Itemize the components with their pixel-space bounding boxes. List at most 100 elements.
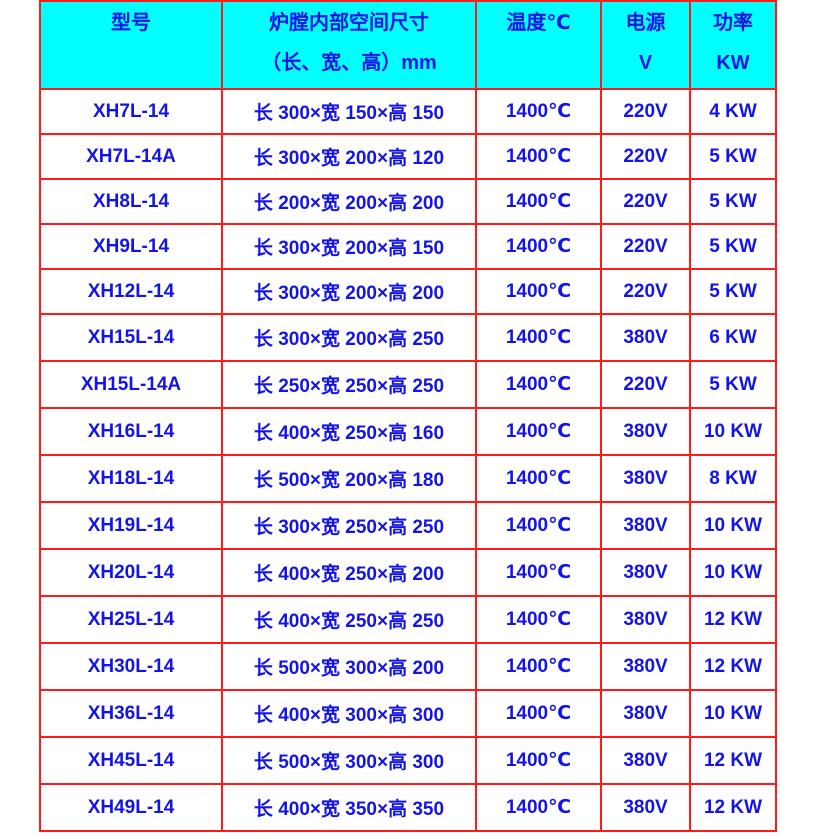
table-row: XH30L-14 长 500×宽 300×高 200 1400℃ 380V 12 KW: [39, 642, 777, 691]
power-cell: 12 KW: [689, 642, 777, 691]
power-cell: 6 KW: [689, 313, 777, 362]
dimensions-cell: 长 400×宽 250×高 250: [221, 595, 477, 644]
voltage-cell: 220V: [600, 88, 691, 135]
model-cell: XH25L-14: [39, 595, 223, 644]
model-cell: XH15L-14A: [39, 360, 223, 409]
power-cell: 5 KW: [689, 133, 777, 180]
dimensions-cell: 长 400×宽 350×高 350: [221, 783, 477, 832]
voltage-cell: 380V: [600, 595, 691, 644]
model-cell: XH9L-14: [39, 223, 223, 270]
voltage-cell: 220V: [600, 178, 691, 225]
voltage-cell: 220V: [600, 268, 691, 315]
model-cell: XH12L-14: [39, 268, 223, 315]
power-cell: 4 KW: [689, 88, 777, 135]
header-model: 型号: [39, 0, 223, 90]
table-row: XH12L-14 长 300×宽 200×高 200 1400℃ 220V 5 KW: [39, 268, 777, 315]
header-chamber: 炉膛内部空间尺寸 （长、宽、高）mm: [221, 0, 477, 90]
voltage-cell: 380V: [600, 454, 691, 503]
temperature-cell: 1400℃: [475, 689, 602, 738]
dimensions-cell: 长 300×宽 150×高 150: [221, 88, 477, 135]
header-power-line1: 功率: [713, 12, 753, 34]
model-cell: XH7L-14A: [39, 133, 223, 180]
model-cell: XH20L-14: [39, 548, 223, 597]
temperature-cell: 1400℃: [475, 178, 602, 225]
voltage-cell: 380V: [600, 689, 691, 738]
table-row: XH8L-14 长 200×宽 200×高 200 1400℃ 220V 5 KW: [39, 178, 777, 225]
model-cell: XH36L-14: [39, 689, 223, 738]
voltage-cell: 380V: [600, 548, 691, 597]
table-row: XH45L-14 长 500×宽 300×高 300 1400℃ 380V 12 KW: [39, 736, 777, 785]
dimensions-cell: 长 300×宽 200×高 200: [221, 268, 477, 315]
temperature-cell: 1400℃: [475, 88, 602, 135]
power-cell: 5 KW: [689, 178, 777, 225]
voltage-cell: 380V: [600, 736, 691, 785]
temperature-cell: 1400℃: [475, 642, 602, 691]
temperature-cell: 1400℃: [475, 736, 602, 785]
model-cell: XH19L-14: [39, 501, 223, 550]
power-cell: 12 KW: [689, 595, 777, 644]
header-model-label: 型号: [111, 12, 151, 34]
voltage-cell: 220V: [600, 360, 691, 409]
voltage-cell: 220V: [600, 223, 691, 270]
temperature-cell: 1400℃: [475, 407, 602, 456]
table-row: XH15L-14 长 300×宽 200×高 250 1400℃ 380V 6 KW: [39, 313, 777, 362]
dimensions-cell: 长 300×宽 250×高 250: [221, 501, 477, 550]
temperature-cell: 1400℃: [475, 783, 602, 832]
spec-table: 型号 炉膛内部空间尺寸 （长、宽、高）mm 温度℃ 电源 V 功率 KW XH7L-1…: [39, 0, 777, 832]
table-row: XH19L-14 长 300×宽 250×高 250 1400℃ 380V 10 KW: [39, 501, 777, 550]
header-temperature-label: 温度℃: [506, 12, 571, 34]
model-cell: XH7L-14: [39, 88, 223, 135]
header-chamber-line2: （长、宽、高）mm: [261, 52, 437, 74]
temperature-cell: 1400℃: [475, 454, 602, 503]
header-temperature: 温度℃: [475, 0, 602, 90]
voltage-cell: 380V: [600, 642, 691, 691]
voltage-cell: 220V: [600, 133, 691, 180]
dimensions-cell: 长 500×宽 300×高 200: [221, 642, 477, 691]
table-row: XH36L-14 长 400×宽 300×高 300 1400℃ 380V 10 KW: [39, 689, 777, 738]
power-cell: 8 KW: [689, 454, 777, 503]
model-cell: XH18L-14: [39, 454, 223, 503]
table-row: XH15L-14A 长 250×宽 250×高 250 1400℃ 220V 5 KW: [39, 360, 777, 409]
power-cell: 12 KW: [689, 783, 777, 832]
model-cell: XH49L-14: [39, 783, 223, 832]
table-row: XH16L-14 长 400×宽 250×高 160 1400℃ 380V 10 KW: [39, 407, 777, 456]
voltage-cell: 380V: [600, 783, 691, 832]
dimensions-cell: 长 300×宽 200×高 150: [221, 223, 477, 270]
model-cell: XH15L-14: [39, 313, 223, 362]
dimensions-cell: 长 500×宽 200×高 180: [221, 454, 477, 503]
power-cell: 5 KW: [689, 360, 777, 409]
table-row: XH7L-14 长 300×宽 150×高 150 1400℃ 220V 4 KW: [39, 88, 777, 135]
header-power-line2: KW: [716, 52, 750, 74]
temperature-cell: 1400℃: [475, 268, 602, 315]
temperature-cell: 1400℃: [475, 548, 602, 597]
dimensions-cell: 长 400×宽 250×高 160: [221, 407, 477, 456]
voltage-cell: 380V: [600, 501, 691, 550]
table-row: XH20L-14 长 400×宽 250×高 200 1400℃ 380V 10 KW: [39, 548, 777, 597]
model-cell: XH16L-14: [39, 407, 223, 456]
model-cell: XH30L-14: [39, 642, 223, 691]
temperature-cell: 1400℃: [475, 360, 602, 409]
dimensions-cell: 长 500×宽 300×高 300: [221, 736, 477, 785]
power-cell: 10 KW: [689, 407, 777, 456]
dimensions-cell: 长 400×宽 300×高 300: [221, 689, 477, 738]
header-voltage-line2: V: [638, 52, 653, 74]
table-row: XH49L-14 长 400×宽 350×高 350 1400℃ 380V 12 KW: [39, 783, 777, 832]
header-row: 型号 炉膛内部空间尺寸 （长、宽、高）mm 温度℃ 电源 V 功率 KW: [39, 0, 777, 90]
header-power: 功率 KW: [689, 0, 777, 90]
dimensions-cell: 长 300×宽 200×高 250: [221, 313, 477, 362]
dimensions-cell: 长 200×宽 200×高 200: [221, 178, 477, 225]
power-cell: 10 KW: [689, 689, 777, 738]
header-chamber-line1: 炉膛内部空间尺寸: [269, 12, 429, 34]
temperature-cell: 1400℃: [475, 133, 602, 180]
header-voltage: 电源 V: [600, 0, 691, 90]
model-cell: XH45L-14: [39, 736, 223, 785]
table-row: XH18L-14 长 500×宽 200×高 180 1400℃ 380V 8 KW: [39, 454, 777, 503]
power-cell: 12 KW: [689, 736, 777, 785]
voltage-cell: 380V: [600, 407, 691, 456]
power-cell: 5 KW: [689, 223, 777, 270]
model-cell: XH8L-14: [39, 178, 223, 225]
temperature-cell: 1400℃: [475, 313, 602, 362]
dimensions-cell: 长 400×宽 250×高 200: [221, 548, 477, 597]
dimensions-cell: 长 300×宽 200×高 120: [221, 133, 477, 180]
temperature-cell: 1400℃: [475, 223, 602, 270]
